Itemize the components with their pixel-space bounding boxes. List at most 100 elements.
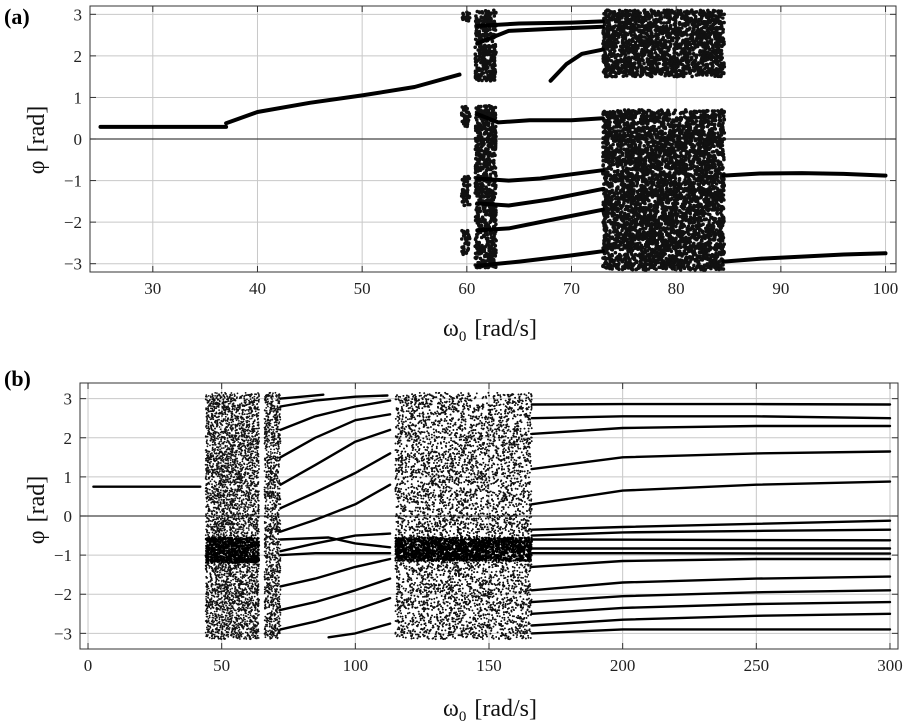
panel-a-chaos-point [488,53,493,57]
panel-a-chaos-point [477,194,482,198]
panel-a-chaos-point [477,73,481,78]
panel-a-chaos-point [476,206,480,211]
panel-a-chaos-point [484,108,488,113]
panel-a-chaos-point [494,174,498,178]
panel-a-chaos-point [483,122,488,127]
panel-a-chaos-point [493,51,498,55]
panel-a-chaos-point [604,14,609,19]
panel-a-chaos-point [663,131,667,136]
panel-a-chaos-point [631,70,635,74]
panel-a-chaos-point [717,55,722,60]
panel-a-chaos-point [481,143,485,147]
panel-a-chaos-point [488,32,493,36]
panel-a-chaos-point [690,74,694,79]
panel-a-chaos-point [474,240,479,244]
panel-a-chaos-point [639,53,644,58]
panel-a-chaos-point [479,235,484,240]
panel-a-chaos-point [721,42,725,47]
panel-a-chaos-point [655,24,659,29]
panel-a-chaos-point [699,21,704,26]
panel-a-chaos-point [680,70,685,75]
panel-a-chaos-point [490,141,495,146]
panel-a-chaos-point [613,250,618,255]
panel-a-chaos-point [612,49,617,53]
panel-a-chaos-point [493,68,497,73]
panel-a-chaos-point [487,182,491,187]
panel-a-chaos-point [614,37,619,42]
panel-a-chaos-point [485,14,490,19]
panel-a-chaos-point [676,12,680,16]
panel-a-chaos-point [461,196,466,200]
panel-a-chaos-point [615,33,620,38]
panel-a-chaos-point [479,223,483,228]
panel-a-chaos-point [629,66,634,71]
panel-a-chaos-point [709,53,714,57]
panel-a-chaos-point [660,28,665,33]
panel-a-chaos-point [604,45,608,49]
panel-a-chaos-point [677,74,681,78]
panel-a-chaos-point [664,58,668,63]
panel-a-chaos-point [473,147,478,151]
panel-a-chaos-point [687,69,692,74]
panel-a-chaos-point [494,248,498,252]
panel-a-chaos-point [478,132,483,137]
panel-a-chaos-point [700,56,704,61]
panel-a-chaos-point [461,177,465,182]
panel-a-chaos-point [489,215,494,219]
panel-a-chaos-point [478,256,483,261]
panel-a-chaos-point [493,171,498,175]
panel-a-chaos-point [680,56,685,60]
panel-a-chaos-point [635,16,640,21]
panel-a-chaos-point [624,64,629,69]
panel-a-chaos-point [484,194,489,199]
panel-a-chaos-point [491,153,496,158]
panel-a-chaos-point [475,214,479,218]
panel-a-chaos-point [460,249,464,254]
panel-a-chaos-point [488,126,493,130]
panel-a-chaos-point [492,56,496,60]
panel-a-chaos-point [462,247,466,251]
panel-a-chaos-point [493,191,498,196]
panel-a-chaos-point [476,142,480,147]
panel-a-chaos-point [692,23,697,28]
panel-a-chaos-point [484,129,489,134]
panel-a-chaos-point [659,72,664,76]
panel-a-chaos-point [694,73,699,77]
panel-a-chaos-point [493,11,498,15]
panel-a-chaos-point [488,12,492,17]
panel-a-chaos-point [494,238,498,243]
panel-a-chaos-point [461,12,466,17]
panel-a-chaos-point [480,219,485,223]
panel-a-chaos-point [680,22,685,27]
panel-a-chaos-point [461,234,466,238]
panel-a-chaos-point [658,47,663,51]
panel-a-chaos-point [673,26,678,31]
panel-a-chaos-point [627,45,632,50]
panel-a-chaos-point [473,63,478,67]
panel-a-chaos-point [631,62,635,66]
panel-a-chaos-point [670,36,675,41]
panel-a-chaos-point [638,24,643,29]
panel-a-chaos-point [480,49,485,53]
panel-a-chaos-point [701,70,706,75]
panel-a-chaos-point [484,221,489,225]
panel-a-chaos-point [714,44,718,49]
panel-a-chaos-point [474,33,479,37]
panel-a-chaos-point [668,17,673,21]
panel-a-chaos-point [722,242,726,246]
panel-a-chaos-point [639,43,644,48]
panel-a-chaos-point [482,65,486,70]
panel-a-chaos-point [485,136,490,140]
panel-a-chaos-point [619,68,623,72]
panel-a-chaos-point [477,127,482,132]
panel-a-chaos-point [486,236,490,241]
panel-a-chaos-point [667,45,671,50]
panel-a-chaos-point [652,58,657,63]
panel-a-chaos-point [474,236,478,240]
panel-a-chaos-point [719,24,724,28]
panel-a-chaos-point [482,209,486,214]
panel-a-chaos-point [650,55,655,60]
panel-a-chaos-point [661,66,665,71]
panel-a-chaos-point [678,32,683,36]
